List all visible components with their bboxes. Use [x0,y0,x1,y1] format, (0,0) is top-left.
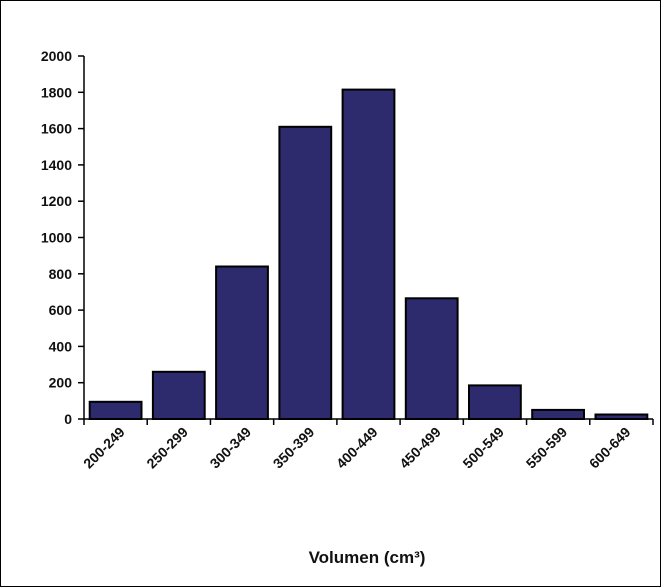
bars-layer [88,88,649,421]
y-tick-label: 1000 [41,230,72,246]
bar-450-499 [404,297,459,420]
x-category-label: 250-299 [143,424,191,472]
x-axis-title: Volumen (cm³) [309,548,426,567]
x-category-label: 600-649 [586,424,634,472]
y-tick-label: 0 [64,411,72,427]
x-category-label: 500-549 [459,424,507,472]
bar-350-399 [278,125,333,421]
y-tick-label: 1400 [41,157,72,173]
x-category-label: 450-499 [396,424,444,472]
bar-250-299 [151,370,206,420]
y-tick-label: 1800 [41,84,72,100]
x-category-label: 200-249 [80,424,128,472]
y-tick-label: 400 [49,338,73,354]
bar-550-599 [531,408,586,420]
bar-300-349 [215,265,269,420]
x-category-label: 550-599 [523,424,571,472]
y-tick-label: 800 [49,266,73,282]
x-category-label: 300-349 [207,424,255,472]
y-tick-label: 1200 [41,193,72,209]
y-tick-label: 1600 [41,121,72,137]
bar-400-449 [341,88,396,420]
y-tick-label: 200 [49,375,73,391]
x-category-label: 350-399 [270,424,318,472]
bar-200-249 [88,400,143,420]
y-tick-label: 2000 [41,48,72,64]
y-tick-label: 600 [49,302,73,318]
axes-layer [78,55,654,425]
bar-500-549 [468,384,522,420]
x-category-label: 400-449 [333,424,381,472]
